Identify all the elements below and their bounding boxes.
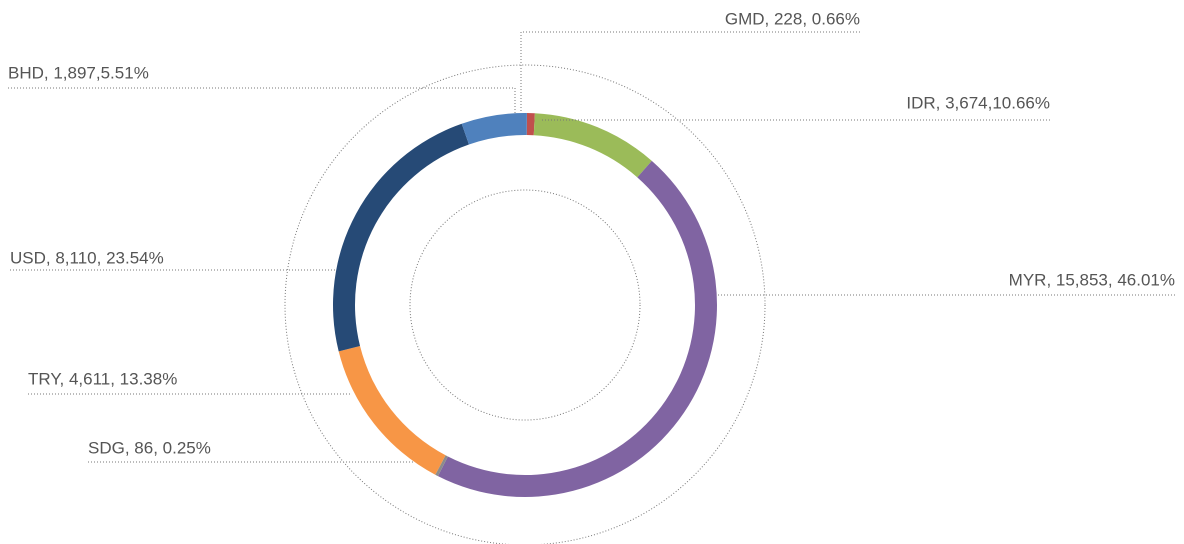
data-label: GMD, 228, 0.66% — [725, 9, 860, 28]
donut-segment — [333, 123, 469, 352]
data-label: BHD, 1,897,5.51% — [8, 63, 149, 82]
donut-segment — [338, 346, 446, 475]
donut-segment — [461, 112, 527, 145]
guide-circle — [284, 64, 766, 544]
leader-line — [8, 87, 516, 113]
donut-segment — [526, 113, 535, 136]
data-label: SDG, 86, 0.25% — [88, 438, 211, 457]
data-label: MYR, 15,853, 46.01% — [1009, 270, 1175, 289]
guide-circle — [409, 189, 641, 421]
data-label: IDR, 3,674,10.66% — [906, 93, 1050, 112]
donut-segment — [435, 455, 448, 477]
donut-segment — [533, 113, 652, 178]
leader-line — [520, 31, 860, 113]
donut-segment — [437, 160, 718, 498]
data-label: USD, 8,110, 23.54% — [10, 248, 164, 267]
data-label: TRY, 4,611, 13.38% — [28, 369, 177, 388]
